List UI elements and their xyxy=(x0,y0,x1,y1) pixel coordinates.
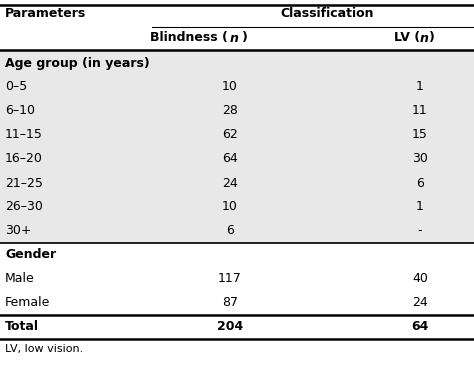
Text: 30: 30 xyxy=(412,152,428,165)
Text: -: - xyxy=(418,224,422,237)
Text: 16–20: 16–20 xyxy=(5,152,43,165)
Bar xyxy=(0,99,474,123)
Text: 10: 10 xyxy=(222,81,238,93)
Text: Age group (in years): Age group (in years) xyxy=(5,56,150,69)
Text: LV (: LV ( xyxy=(394,32,420,45)
Text: ): ) xyxy=(428,32,434,45)
Bar xyxy=(0,123,474,147)
Text: ): ) xyxy=(242,32,248,45)
Bar xyxy=(0,195,474,219)
Text: 10: 10 xyxy=(222,200,238,213)
Text: 117: 117 xyxy=(218,273,242,286)
Text: 6–10: 6–10 xyxy=(5,105,35,118)
Text: 11–15: 11–15 xyxy=(5,128,43,141)
Bar xyxy=(0,147,474,171)
Text: 6: 6 xyxy=(226,224,234,237)
Text: Blindness (: Blindness ( xyxy=(150,32,230,45)
Text: 24: 24 xyxy=(412,296,428,309)
Text: n: n xyxy=(420,32,429,45)
Text: 87: 87 xyxy=(222,296,238,309)
Text: 26–30: 26–30 xyxy=(5,200,43,213)
Text: 6: 6 xyxy=(416,177,424,190)
Text: 1: 1 xyxy=(416,81,424,93)
Text: 204: 204 xyxy=(217,321,243,334)
Text: n: n xyxy=(230,32,239,45)
Text: Classification: Classification xyxy=(280,7,374,20)
Text: 28: 28 xyxy=(222,105,238,118)
Bar xyxy=(0,171,474,195)
Text: 0–5: 0–5 xyxy=(5,81,27,93)
Text: Parameters: Parameters xyxy=(5,7,86,20)
Text: 62: 62 xyxy=(222,128,238,141)
Text: 64: 64 xyxy=(222,152,238,165)
Text: 21–25: 21–25 xyxy=(5,177,43,190)
Text: 15: 15 xyxy=(412,128,428,141)
Text: 40: 40 xyxy=(412,273,428,286)
Text: 24: 24 xyxy=(222,177,238,190)
Bar xyxy=(0,75,474,99)
Text: 64: 64 xyxy=(411,321,428,334)
Text: 11: 11 xyxy=(412,105,428,118)
Text: Gender: Gender xyxy=(5,249,56,262)
Bar xyxy=(0,51,474,75)
Text: Male: Male xyxy=(5,273,35,286)
Text: 30+: 30+ xyxy=(5,224,31,237)
Text: Total: Total xyxy=(5,321,39,334)
Bar xyxy=(0,219,474,243)
Text: Female: Female xyxy=(5,296,50,309)
Text: LV, low vision.: LV, low vision. xyxy=(5,344,83,354)
Text: 1: 1 xyxy=(416,200,424,213)
